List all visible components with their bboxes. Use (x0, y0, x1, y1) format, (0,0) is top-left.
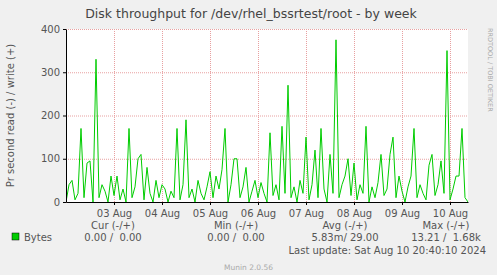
x-tick-label: 05 Aug (193, 208, 228, 219)
footer: Munin 2.0.56 (224, 263, 273, 272)
x-tick-label: 03 Aug (97, 208, 132, 219)
legend-value: 5.83m/ 29.00 (311, 232, 378, 243)
legend-label: Bytes (24, 232, 52, 243)
x-tick-mark (354, 202, 355, 205)
legend-header: Max (-/+) (422, 220, 469, 231)
y-tick-label: 400 (41, 24, 60, 35)
y-tick-label: 100 (41, 153, 60, 164)
x-tick-mark (258, 202, 259, 205)
x-tick-mark (306, 202, 307, 205)
x-tick-mark (114, 202, 115, 205)
y-axis: 0 100 200 300 400 (41, 24, 67, 208)
x-tick: 07 Aug (289, 202, 324, 219)
x-tick-mark (402, 202, 403, 205)
x-tick-label: 09 Aug (385, 208, 420, 219)
x-tick: 05 Aug (193, 202, 228, 219)
y-tick: 100 (41, 153, 66, 164)
x-axis-line (67, 202, 469, 203)
x-tick: 08 Aug (337, 202, 372, 219)
grid-line-x (306, 29, 307, 202)
legend-key (12, 233, 19, 240)
grid-line-x (450, 29, 451, 202)
x-axis: 03 Aug 04 Aug 05 Aug 06 Aug 07 Aug 08 Aug 09 A… (67, 202, 469, 219)
grid-line-x (162, 29, 163, 202)
x-tick: 10 Aug (433, 202, 468, 219)
y-tick: 0 (54, 197, 66, 208)
y-tick-label: 0 (54, 197, 60, 208)
background (0, 0, 497, 275)
x-tick-mark (210, 202, 211, 205)
grid-line-x (258, 29, 259, 202)
x-tick: 09 Aug (385, 202, 420, 219)
plot-area (66, 29, 468, 202)
grid-line-y (66, 202, 468, 203)
legend: Cur (-/+) Min (-/+) Avg (-/+) Max (-/+) Byte… (12, 220, 481, 243)
legend-header: Min (-/+) (214, 220, 258, 231)
x-tick-mark (162, 202, 163, 205)
y-tick-mark (63, 116, 66, 117)
marks (66, 40, 468, 202)
y-tick-mark (63, 202, 66, 203)
x-tick-label: 07 Aug (289, 208, 324, 219)
y-tick-mark (63, 159, 66, 160)
x-tick: 06 Aug (241, 202, 276, 219)
y-tick: 400 (41, 24, 66, 35)
y-axis-title: Pr second read (-) / write (+) (5, 44, 16, 187)
grid-line-y (66, 116, 468, 117)
y-tick-mark (63, 29, 66, 30)
legend-value: 0.00 / 0.00 (84, 232, 141, 243)
legend-header: Cur (-/+) (91, 220, 135, 231)
grid-line-y (66, 72, 468, 73)
legend-value: 13.21 / 1.68k (411, 232, 481, 243)
grid-line-y (66, 159, 468, 160)
grid-line-x (114, 29, 115, 202)
x-tick-mark (450, 202, 451, 205)
grid (66, 29, 468, 203)
x-tick-label: 04 Aug (145, 208, 180, 219)
grid-line-x (402, 29, 403, 202)
y-tick-mark (63, 72, 66, 73)
y-axis-line (66, 30, 67, 203)
watermark: RRDTOOL / TOBI OETIKER (486, 28, 494, 112)
y-tick: 300 (41, 67, 66, 78)
x-tick-label: 08 Aug (337, 208, 372, 219)
data-line (66, 40, 468, 202)
x-tick-label: 10 Aug (433, 208, 468, 219)
legend-value: 0.00 / 0.00 (207, 232, 264, 243)
x-tick-label: 06 Aug (241, 208, 276, 219)
legend-header: Avg (-/+) (323, 220, 368, 231)
chart: 03 Aug 04 Aug 05 Aug 06 Aug 07 Aug 08 Aug 09 A… (0, 0, 497, 275)
x-tick: 03 Aug (97, 202, 132, 219)
last-update: Last update: Sat Aug 10 20:40:10 2024 (288, 245, 486, 256)
title: Disk throughput for /dev/rhel_bssrtest/r… (85, 6, 417, 21)
y-tick-label: 300 (41, 67, 60, 78)
y-tick: 200 (41, 110, 66, 121)
grid-line-y (66, 29, 468, 30)
y-tick-label: 200 (41, 110, 60, 121)
x-tick: 04 Aug (145, 202, 180, 219)
